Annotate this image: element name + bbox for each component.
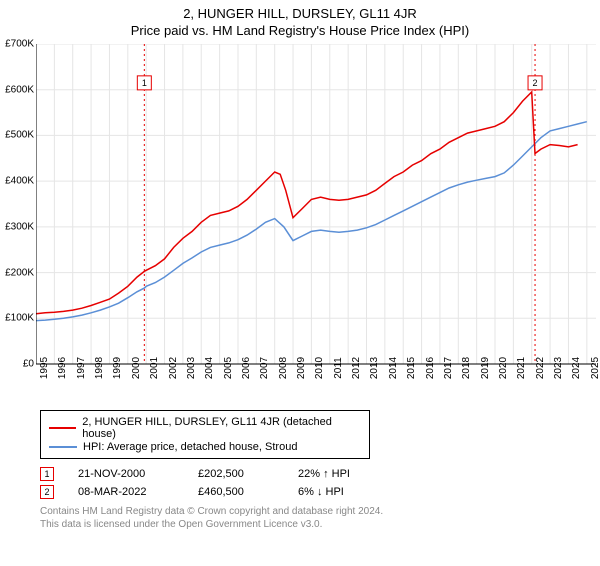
x-tick-label: 2025 bbox=[590, 357, 600, 379]
y-tick-label: £300K bbox=[5, 221, 34, 232]
x-tick-label: 2016 bbox=[425, 357, 436, 379]
plot-svg: 12 bbox=[36, 44, 596, 404]
x-tick-label: 2004 bbox=[204, 357, 215, 379]
x-tick-label: 2020 bbox=[498, 357, 509, 379]
sales-table: 1 21-NOV-2000£202,50022% ↑ HPI 2 08-MAR-202… bbox=[40, 467, 600, 499]
sale-date: 08-MAR-2022 bbox=[78, 486, 198, 498]
x-tick-label: 2000 bbox=[131, 357, 142, 379]
chart-subtitle: Price paid vs. HM Land Registry's House … bbox=[0, 23, 600, 38]
x-tick-label: 2021 bbox=[516, 357, 527, 379]
sale-pct: 6% ↓ HPI bbox=[298, 486, 398, 498]
x-tick-label: 1999 bbox=[112, 357, 123, 379]
x-tick-label: 2018 bbox=[461, 357, 472, 379]
x-tick-label: 2009 bbox=[296, 357, 307, 379]
x-tick-label: 2023 bbox=[553, 357, 564, 379]
x-tick-label: 2005 bbox=[223, 357, 234, 379]
x-tick-label: 2022 bbox=[535, 357, 546, 379]
x-tick-label: 2011 bbox=[333, 357, 344, 379]
x-tick-label: 2013 bbox=[369, 357, 380, 379]
footer-line-2: This data is licensed under the Open Gov… bbox=[40, 518, 600, 531]
y-tick-label: £700K bbox=[5, 39, 34, 50]
y-tick-label: £0 bbox=[23, 359, 34, 370]
y-tick-label: £100K bbox=[5, 313, 34, 324]
legend: 2, HUNGER HILL, DURSLEY, GL11 4JR (detac… bbox=[40, 410, 370, 459]
chart-title: 2, HUNGER HILL, DURSLEY, GL11 4JR bbox=[0, 6, 600, 21]
sale-date: 21-NOV-2000 bbox=[78, 468, 198, 480]
legend-label: 2, HUNGER HILL, DURSLEY, GL11 4JR (detac… bbox=[82, 416, 361, 440]
sale-price: £460,500 bbox=[198, 486, 298, 498]
x-tick-label: 2010 bbox=[314, 357, 325, 379]
x-tick-label: 2003 bbox=[186, 357, 197, 379]
footer: Contains HM Land Registry data © Crown c… bbox=[40, 505, 600, 531]
sale-marker: 1 bbox=[40, 467, 54, 481]
legend-label: HPI: Average price, detached house, Stro… bbox=[83, 441, 297, 453]
sale-price: £202,500 bbox=[198, 468, 298, 480]
y-tick-label: £600K bbox=[5, 84, 34, 95]
chart-area: 12 £0£100K£200K£300K£400K£500K£600K£700K… bbox=[36, 44, 596, 404]
y-tick-label: £400K bbox=[5, 176, 34, 187]
x-tick-label: 1996 bbox=[57, 357, 68, 379]
footer-line-1: Contains HM Land Registry data © Crown c… bbox=[40, 505, 600, 518]
sale-pct: 22% ↑ HPI bbox=[298, 468, 398, 480]
y-axis-labels: £0£100K£200K£300K£400K£500K£600K£700K bbox=[0, 44, 34, 364]
sale-row: 1 21-NOV-2000£202,50022% ↑ HPI bbox=[40, 467, 600, 481]
svg-text:1: 1 bbox=[142, 78, 147, 88]
legend-swatch bbox=[49, 446, 77, 448]
x-tick-label: 2024 bbox=[571, 357, 582, 379]
x-axis-labels: 1995199619971998199920002001200220032004… bbox=[36, 366, 596, 406]
sale-row: 2 08-MAR-2022£460,5006% ↓ HPI bbox=[40, 485, 600, 499]
legend-row: HPI: Average price, detached house, Stro… bbox=[49, 441, 361, 453]
y-tick-label: £200K bbox=[5, 267, 34, 278]
x-tick-label: 2017 bbox=[443, 357, 454, 379]
x-tick-label: 2002 bbox=[168, 357, 179, 379]
y-tick-label: £500K bbox=[5, 130, 34, 141]
x-tick-label: 2015 bbox=[406, 357, 417, 379]
x-tick-label: 2019 bbox=[480, 357, 491, 379]
x-tick-label: 2001 bbox=[149, 357, 160, 379]
x-tick-label: 1998 bbox=[94, 357, 105, 379]
x-tick-label: 2006 bbox=[241, 357, 252, 379]
x-tick-label: 2008 bbox=[278, 357, 289, 379]
legend-row: 2, HUNGER HILL, DURSLEY, GL11 4JR (detac… bbox=[49, 416, 361, 440]
x-tick-label: 1997 bbox=[76, 357, 87, 379]
x-tick-label: 2014 bbox=[388, 357, 399, 379]
x-tick-label: 2007 bbox=[259, 357, 270, 379]
svg-text:2: 2 bbox=[533, 78, 538, 88]
sale-marker: 2 bbox=[40, 485, 54, 499]
x-tick-label: 2012 bbox=[351, 357, 362, 379]
x-tick-label: 1995 bbox=[39, 357, 50, 379]
legend-swatch bbox=[49, 427, 76, 429]
chart-container: 2, HUNGER HILL, DURSLEY, GL11 4JR Price … bbox=[0, 6, 600, 566]
